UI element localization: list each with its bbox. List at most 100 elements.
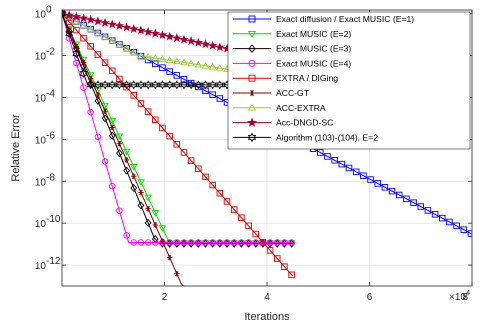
legend-entry: EXTRA / DIGing — [233, 73, 338, 83]
square-marker — [238, 214, 245, 221]
diamond-marker — [108, 131, 116, 140]
legend-label: Exact MUSIC (E=3) — [276, 44, 351, 54]
circle-marker — [230, 239, 238, 246]
square-marker — [403, 195, 410, 203]
circle-marker — [281, 239, 288, 246]
triangle-up-marker — [129, 48, 138, 56]
y-tick-label: 10 — [35, 10, 47, 21]
triangle-up-marker — [115, 40, 124, 48]
circle-marker — [123, 232, 130, 239]
hexagram-marker — [151, 80, 160, 90]
hexagram-marker — [129, 80, 138, 90]
square-marker — [202, 173, 209, 181]
square-marker — [424, 207, 432, 214]
x-tick-label: 6 — [367, 292, 373, 303]
star-marker — [107, 19, 117, 29]
triangle-up-marker — [86, 25, 95, 33]
diamond-marker — [116, 149, 123, 158]
star-marker — [121, 22, 132, 32]
square-marker — [137, 100, 145, 107]
series-markers — [62, 9, 253, 76]
asterisk-marker — [249, 90, 255, 96]
star-marker — [93, 16, 103, 26]
triangle-up-marker — [180, 58, 188, 66]
triangle-up-marker — [215, 63, 224, 71]
square-marker — [360, 172, 367, 179]
square-marker — [101, 59, 109, 66]
triangle-up-marker — [158, 55, 167, 62]
legend-entry: Algorithm (103)-(104), E=2 — [233, 132, 378, 142]
hexagram-marker — [208, 80, 217, 90]
hexagram-marker — [79, 68, 88, 79]
circle-marker — [195, 239, 202, 246]
circle-marker — [274, 239, 281, 246]
circle-marker — [152, 239, 159, 246]
circle-marker — [245, 239, 252, 246]
legend-entry: Exact MUSIC (E=4) — [233, 58, 351, 68]
square-marker — [345, 164, 353, 172]
square-marker — [431, 211, 439, 218]
y-tick-label: 10 — [35, 219, 47, 230]
circle-marker — [65, 35, 73, 42]
hexagram-marker — [62, 9, 66, 19]
triangle-down-marker — [151, 209, 160, 217]
square-marker — [144, 108, 152, 115]
triangle-up-marker — [247, 103, 257, 111]
star-marker — [64, 10, 74, 20]
legend-entry: ACC-EXTRA — [233, 103, 326, 113]
y-tick-exponent: -10 — [46, 214, 61, 225]
square-marker — [248, 74, 256, 82]
square-marker — [159, 64, 166, 71]
circle-marker — [216, 239, 224, 246]
asterisk-marker — [102, 108, 108, 115]
triangle-down-marker — [158, 225, 167, 232]
diamond-marker — [248, 44, 256, 53]
triangle-up-marker — [94, 29, 102, 36]
x-exponent-base: ×10 — [449, 292, 466, 303]
square-marker — [209, 181, 216, 189]
x-axis-label: Iterations — [244, 311, 290, 323]
y-tick-exponent: -12 — [46, 256, 61, 267]
square-marker — [166, 132, 173, 140]
y-tick-exponent: -2 — [46, 47, 55, 58]
diamond-marker — [101, 114, 109, 123]
star-marker — [186, 36, 196, 46]
circle-marker — [73, 59, 80, 67]
circle-marker — [108, 182, 116, 190]
triangle-up-marker — [101, 33, 109, 40]
square-marker — [460, 226, 468, 233]
square-marker — [152, 116, 159, 124]
triangle-down-marker — [101, 102, 109, 110]
square-marker — [87, 43, 94, 50]
x-tick-labels: 2 4 6 8 — [162, 292, 469, 303]
square-marker — [252, 230, 259, 238]
y-tick-exponent: -8 — [46, 172, 55, 183]
star-marker — [193, 37, 204, 47]
asterisk-marker — [138, 189, 144, 196]
circle-marker — [173, 239, 181, 246]
hexagram-marker — [108, 80, 117, 90]
circle-marker — [144, 239, 152, 246]
circle-marker — [209, 239, 216, 246]
y-axis-label: Relative Error — [10, 114, 22, 182]
square-marker — [446, 218, 453, 226]
star-marker — [114, 20, 125, 30]
asterisk-marker — [159, 238, 166, 245]
square-marker — [173, 141, 181, 148]
circle-marker — [180, 239, 188, 246]
hexagram-marker — [194, 80, 203, 90]
star-marker — [71, 11, 82, 21]
hexagram-marker — [72, 49, 81, 59]
circle-marker — [137, 239, 145, 246]
hexagram-marker — [86, 80, 95, 90]
asterisk-marker — [109, 124, 116, 131]
y-tick-exponent: -4 — [46, 88, 55, 99]
y-tick-exponent: -6 — [46, 130, 55, 141]
x-exponent-power: 4 — [466, 288, 470, 297]
square-marker — [209, 91, 216, 98]
hexagram-marker — [93, 80, 102, 90]
square-marker — [173, 72, 181, 79]
asterisk-marker — [80, 59, 87, 66]
star-marker — [247, 117, 257, 127]
square-marker — [274, 255, 281, 262]
